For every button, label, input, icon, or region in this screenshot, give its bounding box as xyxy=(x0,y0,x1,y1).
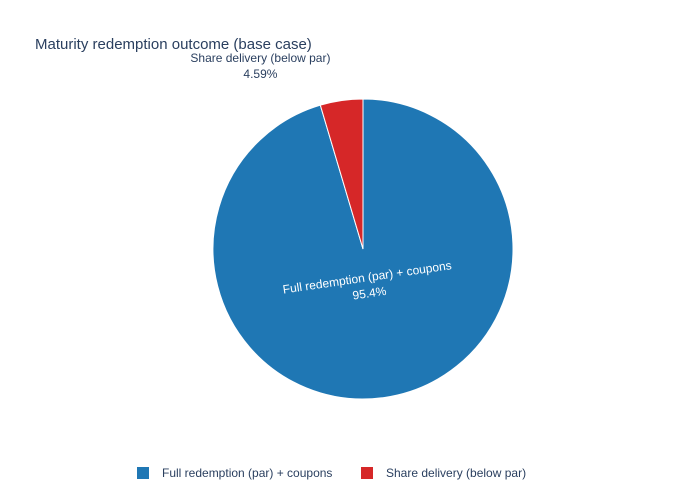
legend-label: Full redemption (par) + coupons xyxy=(162,466,332,480)
slice-name: Share delivery (below par) xyxy=(190,51,330,65)
legend-swatch xyxy=(137,467,149,479)
legend-label: Share delivery (below par) xyxy=(386,466,526,480)
slice-value: 4.59% xyxy=(243,67,277,81)
slice-value: 95.4% xyxy=(352,284,388,303)
legend-swatch xyxy=(361,467,373,479)
chart-title: Maturity redemption outcome (base case) xyxy=(35,36,312,53)
pie-slice xyxy=(319,98,364,250)
